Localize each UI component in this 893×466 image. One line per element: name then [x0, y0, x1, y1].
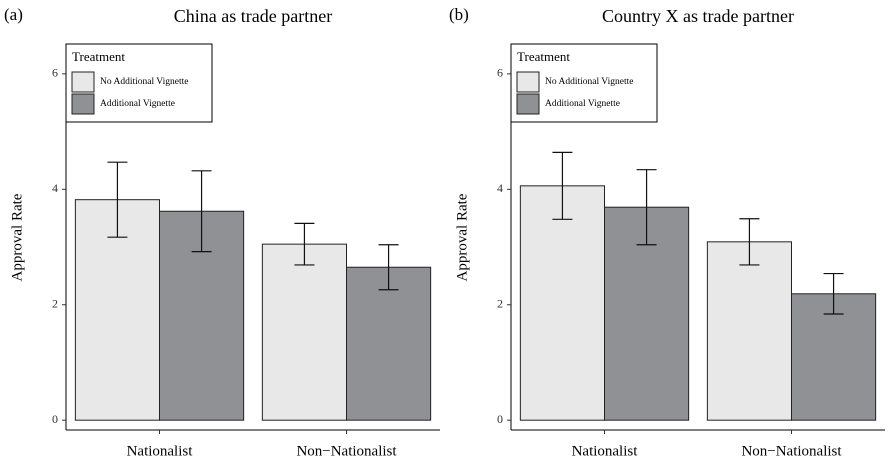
x-tick-label: Nationalist	[572, 443, 639, 459]
chart-title: Country X as trade partner	[602, 6, 794, 26]
legend-swatch	[71, 93, 95, 115]
chart-title: China as trade partner	[174, 6, 332, 26]
bar	[261, 243, 348, 421]
bar	[791, 293, 877, 421]
legend-swatch	[71, 71, 95, 93]
x-tick-label: Nationalist	[127, 443, 194, 459]
y-tick-label: 4	[497, 181, 503, 195]
bar	[346, 266, 432, 421]
legend-title: Treatment	[72, 49, 125, 64]
y-axis-label: Approval Rate	[9, 193, 25, 281]
legend-label: No Additional Vignette	[545, 77, 633, 87]
legend-label: No Additional Vignette	[100, 77, 188, 87]
y-tick-label: 6	[52, 66, 58, 80]
y-tick-label: 0	[52, 412, 58, 426]
x-tick-label: Non−Nationalist	[741, 443, 842, 459]
y-tick-label: 4	[52, 181, 58, 195]
x-tick-label: Non−Nationalist	[296, 443, 397, 459]
y-tick-label: 2	[52, 296, 58, 310]
y-tick-label: 0	[497, 412, 503, 426]
y-axis-label: Approval Rate	[454, 193, 470, 281]
panel-label: (b)	[449, 5, 469, 24]
legend-swatch	[516, 93, 540, 115]
bar	[706, 241, 792, 421]
legend-swatch	[516, 71, 540, 93]
bar	[519, 185, 605, 421]
y-tick-label: 2	[497, 296, 503, 310]
y-tick-label: 6	[497, 66, 503, 80]
panel-label: (a)	[4, 5, 23, 24]
legend-label: Additional Vignette	[100, 99, 175, 109]
legend-title: Treatment	[517, 49, 570, 64]
legend-label: Additional Vignette	[545, 99, 620, 109]
